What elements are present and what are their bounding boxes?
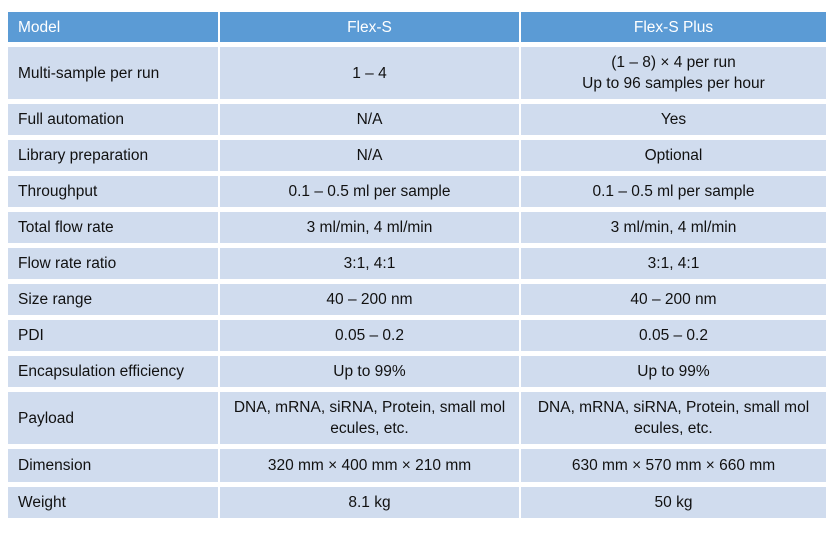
row-label: Library preparation bbox=[8, 140, 218, 171]
header-flex-s-plus: Flex-S Plus bbox=[521, 12, 826, 42]
flex-s-value-line: ecules, etc. bbox=[330, 420, 409, 437]
table-row: Multi-sample per run 1 – 4 (1 – 8) × 4 per… bbox=[8, 47, 826, 99]
table-body: Multi-sample per run 1 – 4 (1 – 8) × 4 per… bbox=[8, 47, 826, 518]
flex-s-value-line: 40 – 200 nm bbox=[326, 291, 413, 308]
flex-s-value-line: 3 ml/min, 4 ml/min bbox=[306, 219, 433, 236]
row-label: Payload bbox=[8, 392, 218, 444]
flex-s-value-line: N/A bbox=[356, 111, 383, 128]
flex-s-plus-value: 50 kg bbox=[521, 487, 826, 518]
flex-s-value-line: 3:1, 4:1 bbox=[343, 255, 396, 272]
flex-s-plus-value-line: ecules, etc. bbox=[634, 420, 713, 437]
flex-s-value: 40 – 200 nm bbox=[220, 284, 519, 315]
flex-s-plus-value: Up to 99% bbox=[521, 356, 826, 387]
row-label-line: Dimension bbox=[18, 457, 92, 474]
row-label: Full automation bbox=[8, 104, 218, 135]
flex-s-value: 3:1, 4:1 bbox=[220, 248, 519, 279]
table-row: Total flow rate 3 ml/min, 4 ml/min 3 ml/mi… bbox=[8, 212, 826, 243]
flex-s-value-line: 8.1 kg bbox=[348, 494, 391, 511]
table-row: Full automation N/A Yes bbox=[8, 104, 826, 135]
row-label: Weight bbox=[8, 487, 218, 518]
row-label: Encapsulation efficiency bbox=[8, 356, 218, 387]
flex-s-value-line: N/A bbox=[356, 147, 383, 164]
row-label: Throughput bbox=[8, 176, 218, 207]
flex-s-plus-value: DNA, mRNA, siRNA, Protein, small mol ecul… bbox=[521, 392, 826, 444]
flex-s-value-line: 1 – 4 bbox=[352, 64, 387, 82]
table-row: Throughput 0.1 – 0.5 ml per sample 0.1 – 0… bbox=[8, 176, 826, 207]
flex-s-value-line: 320 mm × 400 mm × 210 mm bbox=[267, 457, 472, 474]
flex-s-value: Up to 99% bbox=[220, 356, 519, 387]
row-label: Dimension bbox=[8, 449, 218, 482]
flex-s-plus-value: 0.1 – 0.5 ml per sample bbox=[521, 176, 826, 207]
flex-s-plus-value-line: Up to 96 samples per hour bbox=[582, 75, 765, 92]
table-row: Encapsulation efficiency Up to 99% Up to 9… bbox=[8, 356, 826, 387]
table-row: Dimension 320 mm × 400 mm × 210 mm 630 mm … bbox=[8, 449, 826, 482]
flex-s-value-line: Up to 99% bbox=[333, 363, 406, 380]
table-row: Size range 40 – 200 nm 40 – 200 nm bbox=[8, 284, 826, 315]
flex-s-plus-value-line: 50 kg bbox=[654, 494, 693, 511]
flex-s-plus-value-line: DNA, mRNA, siRNA, Protein, small mol bbox=[537, 399, 810, 416]
row-label-line: Multi-sample per run bbox=[18, 64, 160, 82]
flex-s-plus-value: 3:1, 4:1 bbox=[521, 248, 826, 279]
table-row: PDI 0.05 – 0.2 0.05 – 0.2 bbox=[8, 320, 826, 351]
flex-s-value: 8.1 kg bbox=[220, 487, 519, 518]
flex-s-plus-value-line: 0.05 – 0.2 bbox=[639, 327, 708, 344]
flex-s-plus-value-line: 3:1, 4:1 bbox=[647, 255, 700, 272]
flex-s-plus-value-line: 40 – 200 nm bbox=[630, 291, 717, 308]
table-row: Weight 8.1 kg 50 kg bbox=[8, 487, 826, 518]
header-flex-s: Flex-S bbox=[220, 12, 519, 42]
flex-s-plus-value: (1 – 8) × 4 per run Up to 96 samples per … bbox=[521, 47, 826, 99]
flex-s-plus-value: Yes bbox=[521, 104, 826, 135]
row-label-line: Encapsulation efficiency bbox=[18, 363, 185, 380]
row-label-line: Library preparation bbox=[18, 147, 149, 164]
table-row: Payload DNA, mRNA, siRNA, Protein, small … bbox=[8, 392, 826, 444]
flex-s-plus-value: Optional bbox=[521, 140, 826, 171]
row-label: Total flow rate bbox=[8, 212, 218, 243]
flex-s-plus-value-line: Up to 99% bbox=[637, 363, 710, 380]
row-label: PDI bbox=[8, 320, 218, 351]
row-label-line: Flow rate ratio bbox=[18, 255, 117, 272]
flex-s-plus-value-line: (1 – 8) × 4 per run bbox=[611, 54, 736, 71]
row-label-line: Full automation bbox=[18, 111, 124, 128]
flex-s-value: 0.05 – 0.2 bbox=[220, 320, 519, 351]
row-label-line: Size range bbox=[18, 291, 93, 308]
row-label-line: Throughput bbox=[18, 183, 98, 200]
row-label-line: Total flow rate bbox=[18, 219, 114, 236]
flex-s-value: N/A bbox=[220, 104, 519, 135]
flex-s-plus-value: 40 – 200 nm bbox=[521, 284, 826, 315]
flex-s-value: DNA, mRNA, siRNA, Protein, small mol ecul… bbox=[220, 392, 519, 444]
row-label: Multi-sample per run bbox=[8, 47, 218, 99]
row-label-line: PDI bbox=[18, 327, 44, 344]
flex-s-value-line: DNA, mRNA, siRNA, Protein, small mol bbox=[233, 399, 506, 416]
flex-s-plus-value: 0.05 – 0.2 bbox=[521, 320, 826, 351]
flex-s-plus-value-line: 3 ml/min, 4 ml/min bbox=[610, 219, 737, 236]
flex-s-plus-value-line: Optional bbox=[644, 147, 703, 164]
flex-s-plus-value: 3 ml/min, 4 ml/min bbox=[521, 212, 826, 243]
row-label: Size range bbox=[8, 284, 218, 315]
flex-s-value-line: 0.05 – 0.2 bbox=[335, 327, 404, 344]
flex-s-value: N/A bbox=[220, 140, 519, 171]
flex-s-value: 320 mm × 400 mm × 210 mm bbox=[220, 449, 519, 482]
header-model: Model bbox=[8, 12, 218, 42]
row-label: Flow rate ratio bbox=[8, 248, 218, 279]
flex-s-plus-value-line: 0.1 – 0.5 ml per sample bbox=[592, 183, 755, 200]
flex-s-plus-value: 630 mm × 570 mm × 660 mm bbox=[521, 449, 826, 482]
row-label-line: Weight bbox=[18, 494, 66, 511]
flex-s-plus-value-line: 630 mm × 570 mm × 660 mm bbox=[571, 457, 776, 474]
spec-comparison-table: Model Flex-S Flex-S Plus Multi-sample pe… bbox=[8, 12, 826, 523]
flex-s-value: 0.1 – 0.5 ml per sample bbox=[220, 176, 519, 207]
table-row: Flow rate ratio 3:1, 4:1 3:1, 4:1 bbox=[8, 248, 826, 279]
table-row: Library preparation N/A Optional bbox=[8, 140, 826, 171]
flex-s-value: 1 – 4 bbox=[220, 47, 519, 99]
table-header-row: Model Flex-S Flex-S Plus bbox=[8, 12, 826, 42]
row-label-line: Payload bbox=[18, 409, 75, 427]
flex-s-value-line: 0.1 – 0.5 ml per sample bbox=[288, 183, 451, 200]
flex-s-value: 3 ml/min, 4 ml/min bbox=[220, 212, 519, 243]
flex-s-plus-value-line: Yes bbox=[660, 111, 687, 128]
